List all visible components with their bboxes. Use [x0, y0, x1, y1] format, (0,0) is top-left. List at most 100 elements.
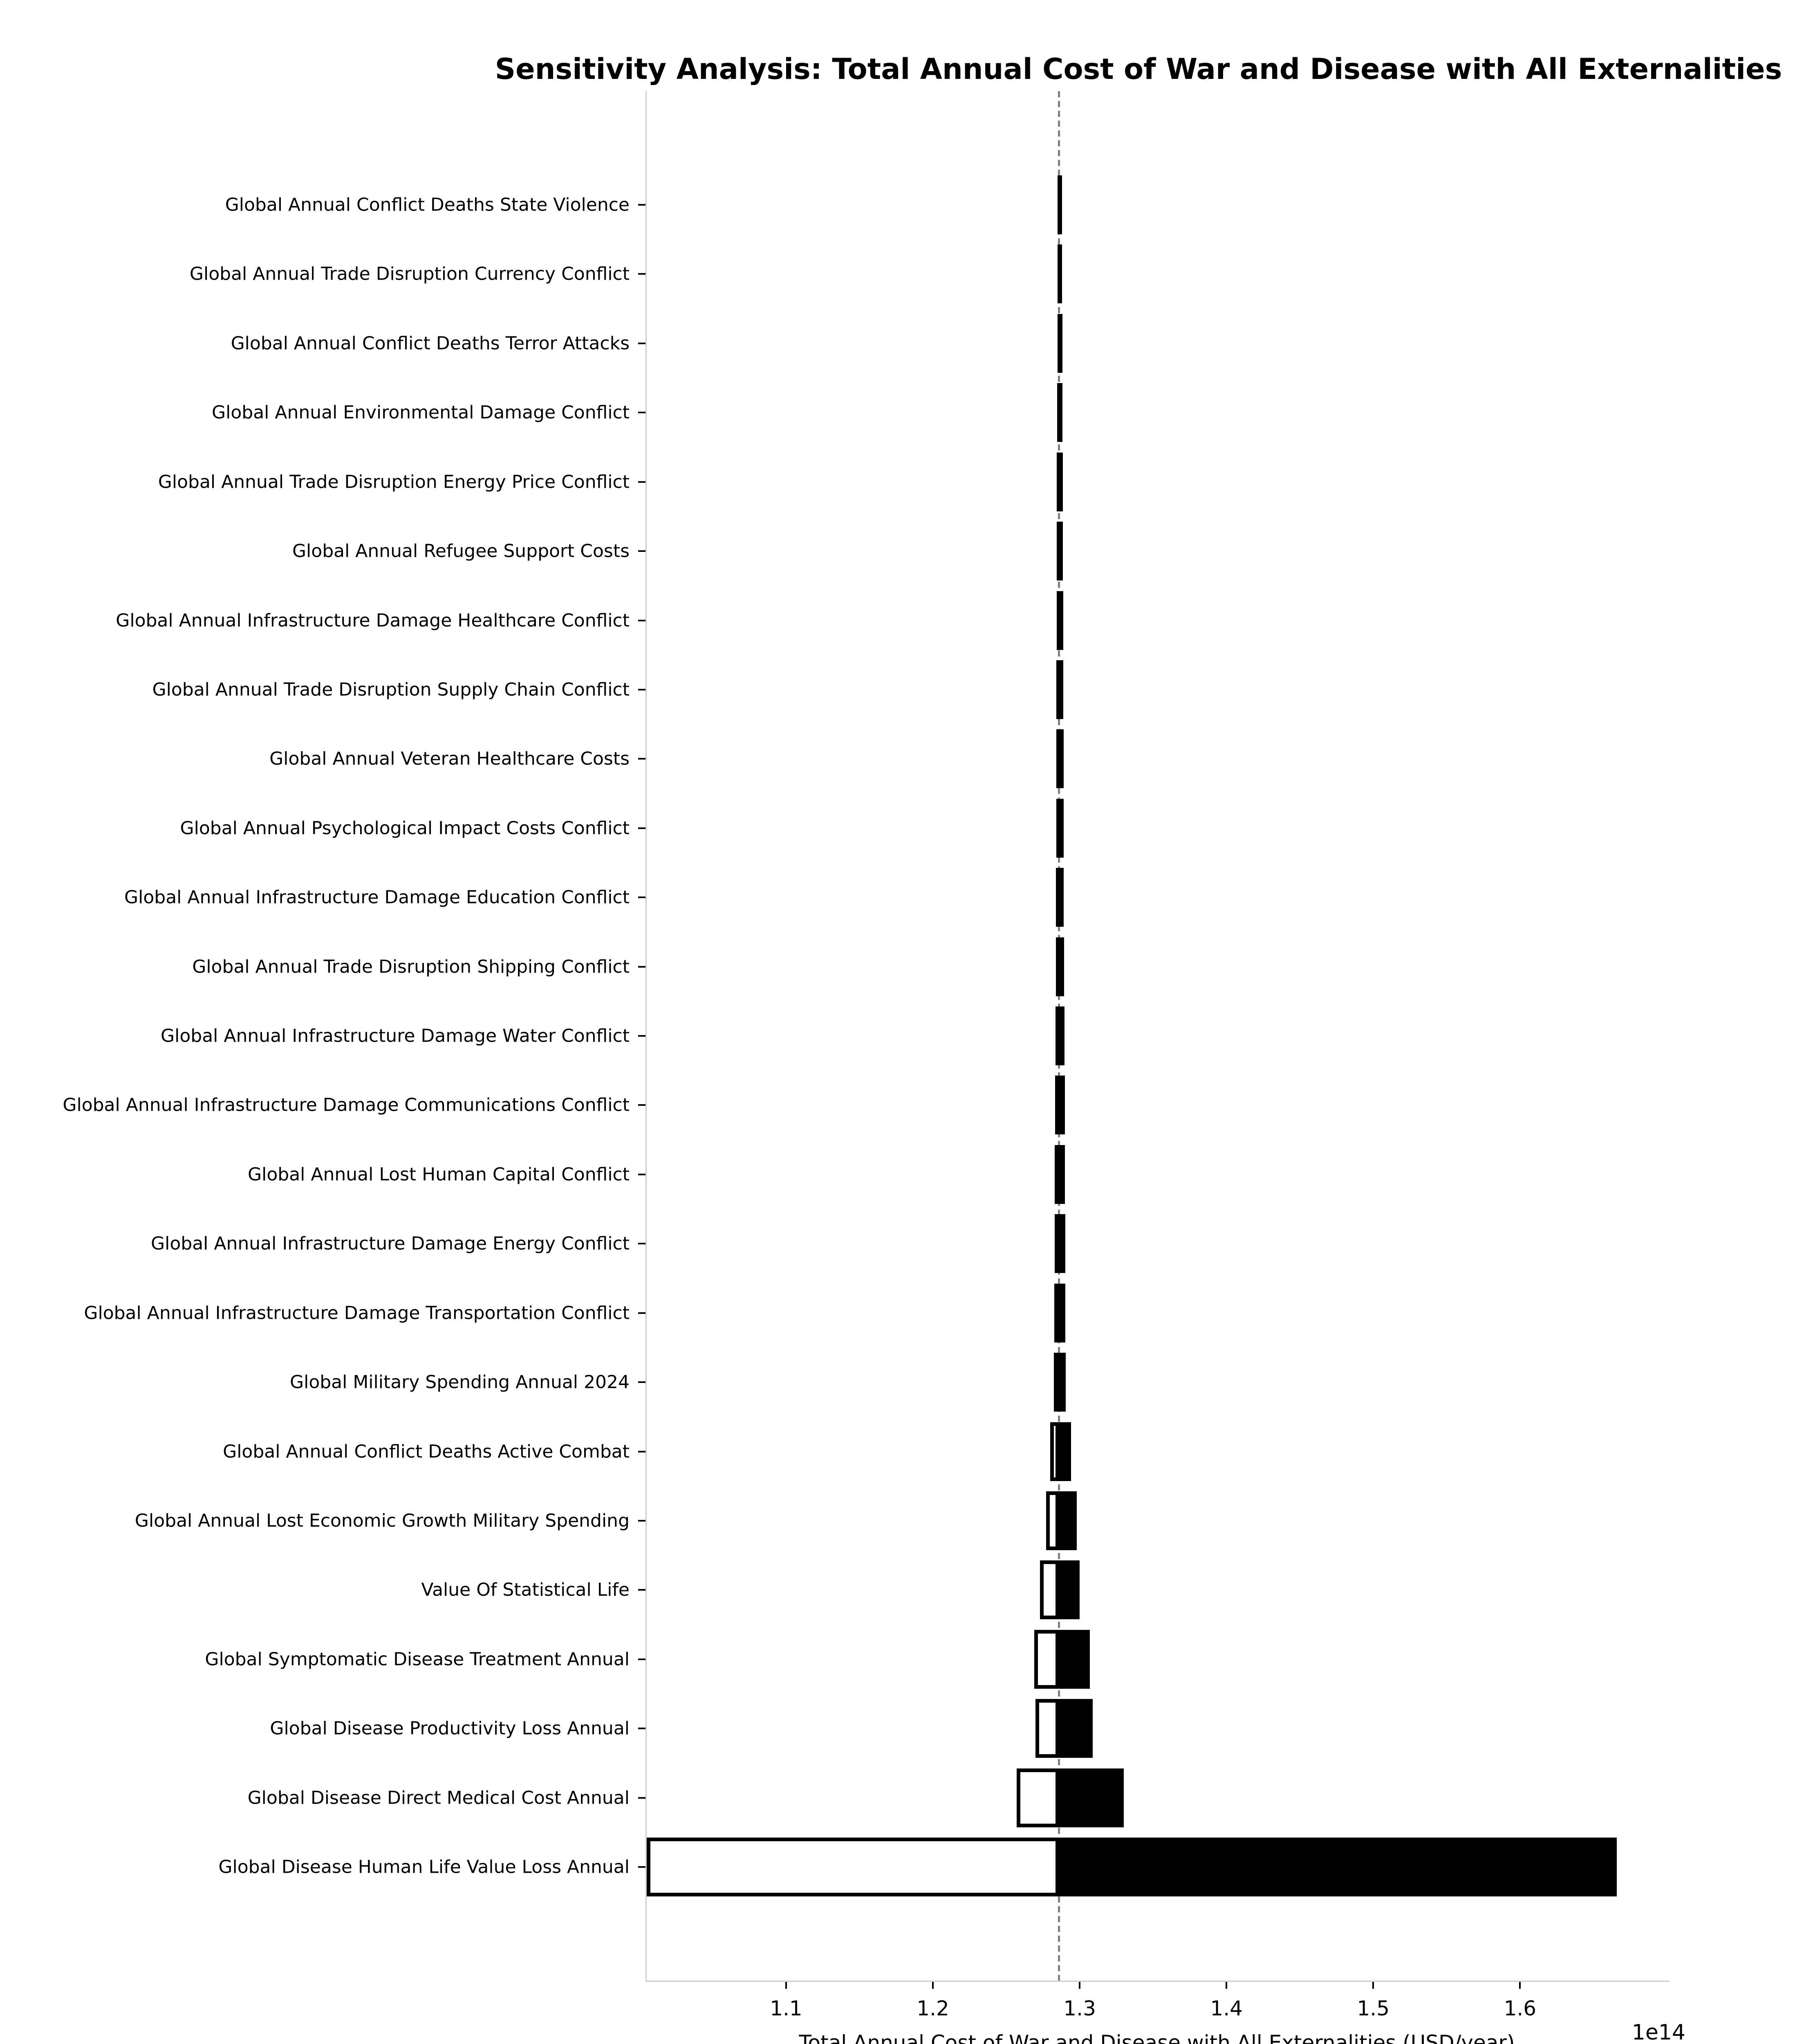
- y-tick-mark: [638, 1312, 645, 1314]
- x-tick-mark: [1226, 1982, 1228, 1989]
- bar-high-segment: [1059, 1283, 1066, 1342]
- x-tick-label: 1.3: [1063, 1997, 1096, 2020]
- y-tick-mark: [638, 688, 645, 690]
- y-tick-label: Global Annual Infrastructure Damage Wate…: [161, 1025, 630, 1047]
- x-tick-mark: [932, 1982, 934, 1989]
- y-tick-mark: [638, 481, 645, 483]
- bar-low-segment: [1056, 798, 1059, 858]
- y-tick-mark: [638, 1243, 645, 1245]
- y-tick-label: Global Annual Conflict Deaths State Viol…: [225, 194, 630, 215]
- bar-high-segment: [1059, 1076, 1065, 1135]
- bar-high-segment: [1059, 1422, 1071, 1481]
- x-tick-mark: [1519, 1982, 1521, 1989]
- bar-high-segment: [1059, 452, 1063, 511]
- x-tick-label: 1.5: [1357, 1997, 1390, 2020]
- y-tick-label: Global Disease Human Life Value Loss Ann…: [218, 1856, 630, 1878]
- y-tick-label: Global Annual Infrastructure Damage Tran…: [84, 1302, 630, 1324]
- x-tick-mark: [1079, 1982, 1081, 1989]
- y-tick-label: Global Symptomatic Disease Treatment Ann…: [205, 1649, 630, 1670]
- bar-high-segment: [1059, 1560, 1080, 1620]
- bar-high-segment: [1059, 1353, 1066, 1412]
- bar-high-segment: [1059, 660, 1064, 719]
- bar-high-segment: [1059, 1491, 1077, 1550]
- bar-high-segment: [1059, 868, 1064, 927]
- y-tick-mark: [638, 758, 645, 760]
- bar-low-inner: [1039, 1703, 1056, 1755]
- bar-high-segment: [1059, 522, 1063, 581]
- x-axis-title: Total Annual Cost of War and Disease wit…: [799, 2031, 1515, 2044]
- y-tick-label: Global Annual Infrastructure Damage Educ…: [124, 887, 630, 908]
- y-tick-mark: [638, 1381, 645, 1383]
- y-tick-label: Global Military Spending Annual 2024: [290, 1372, 630, 1393]
- y-tick-mark: [638, 412, 645, 414]
- y-tick-label: Global Annual Trade Disruption Energy Pr…: [158, 471, 630, 493]
- bar-high-segment: [1059, 383, 1063, 442]
- y-tick-mark: [638, 966, 645, 968]
- y-tick-mark: [638, 1450, 645, 1452]
- y-tick-label: Global Annual Environmental Damage Confl…: [212, 402, 630, 423]
- y-tick-label: Global Annual Trade Disruption Shipping …: [192, 956, 630, 977]
- y-tick-label: Global Annual Trade Disruption Currency …: [189, 263, 630, 285]
- y-tick-mark: [638, 1035, 645, 1037]
- y-tick-label: Global Annual Psychological Impact Costs…: [180, 818, 630, 839]
- y-tick-mark: [638, 204, 645, 206]
- y-tick-mark: [638, 1589, 645, 1591]
- bar-low-segment: [1057, 314, 1059, 373]
- y-tick-mark: [638, 1173, 645, 1175]
- bar-low-inner: [1044, 1564, 1056, 1616]
- x-tick-mark: [785, 1982, 787, 1989]
- bar-high-segment: [1059, 729, 1064, 789]
- bar-low-segment: [1056, 591, 1059, 650]
- bar-low-segment: [1058, 175, 1059, 234]
- y-tick-label: Global Annual Infrastructure Damage Ener…: [151, 1233, 630, 1254]
- y-tick-label: Global Annual Lost Human Capital Conflic…: [248, 1164, 630, 1185]
- bar-low-segment: [1057, 383, 1059, 442]
- y-tick-mark: [638, 1104, 645, 1106]
- y-tick-mark: [638, 1520, 645, 1522]
- bar-low-inner: [1038, 1633, 1056, 1685]
- bar-high-segment: [1059, 1006, 1064, 1066]
- bar-high-segment: [1059, 798, 1064, 858]
- bar-low-segment: [1056, 868, 1059, 927]
- y-tick-mark: [638, 342, 645, 344]
- bar-low-segment: [1055, 1145, 1059, 1204]
- bar-low-segment: [1053, 1353, 1059, 1412]
- bar-high-segment: [1059, 937, 1064, 996]
- y-tick-mark: [638, 1866, 645, 1868]
- bar-high-segment: [1059, 175, 1062, 234]
- y-tick-mark: [638, 1797, 645, 1799]
- bar-low-segment: [1054, 1214, 1059, 1273]
- y-tick-label: Global Annual Veteran Healthcare Costs: [269, 748, 630, 769]
- x-tick-label: 1.1: [770, 1997, 802, 2020]
- y-tick-label: Global Annual Conflict Deaths Active Com…: [223, 1441, 630, 1462]
- y-tick-mark: [638, 1728, 645, 1730]
- x-tick-label: 1.4: [1210, 1997, 1243, 2020]
- y-tick-mark: [638, 827, 645, 829]
- bar-low-segment: [1056, 729, 1059, 789]
- bar-high-segment: [1059, 1699, 1093, 1758]
- bar-low-inner: [1054, 1425, 1056, 1477]
- bar-low-inner: [1020, 1772, 1056, 1824]
- y-tick-label: Global Annual Infrastructure Damage Heal…: [116, 610, 630, 631]
- bar-high-segment: [1059, 1838, 1617, 1897]
- bar-low-segment: [1057, 522, 1059, 581]
- bar-high-segment: [1059, 314, 1063, 373]
- bar-high-segment: [1059, 244, 1062, 304]
- y-tick-mark: [638, 273, 645, 275]
- y-tick-label: Global Annual Trade Disruption Supply Ch…: [152, 679, 630, 700]
- plot-area: [645, 91, 1668, 1981]
- y-tick-label: Global Annual Infrastructure Damage Comm…: [63, 1094, 630, 1116]
- bar-low-segment: [1055, 1006, 1059, 1066]
- bar-high-segment: [1059, 591, 1063, 650]
- y-tick-mark: [638, 1658, 645, 1660]
- bar-low-segment: [1056, 660, 1059, 719]
- y-tick-label: Global Annual Conflict Deaths Terror Att…: [231, 333, 630, 354]
- bar-high-segment: [1059, 1629, 1090, 1689]
- y-tick-label: Global Disease Direct Medical Cost Annua…: [247, 1787, 630, 1809]
- bar-high-segment: [1059, 1768, 1124, 1827]
- bar-low-segment: [1057, 452, 1059, 511]
- bar-low-inner: [1049, 1495, 1056, 1546]
- y-tick-label: Global Annual Refugee Support Costs: [292, 540, 630, 562]
- y-tick-mark: [638, 550, 645, 552]
